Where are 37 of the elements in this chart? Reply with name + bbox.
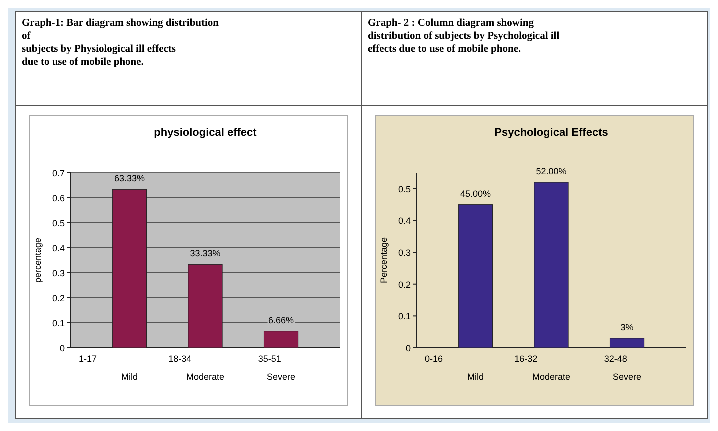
y-tick-label: 0.5 xyxy=(398,184,411,194)
y-axis-title: Percentage xyxy=(379,237,389,284)
y-tick-label: 0 xyxy=(60,344,65,354)
y-tick-label: 0.4 xyxy=(52,244,65,254)
data-label: 52.00% xyxy=(536,166,567,177)
chart-title: physiological effect xyxy=(154,127,258,139)
y-tick-label: 0.1 xyxy=(52,318,65,328)
text: 0-16 xyxy=(425,354,444,364)
y-tick-label: 0.2 xyxy=(52,294,65,304)
y-tick-label: 0.3 xyxy=(52,268,65,278)
y-tick-label: 0.7 xyxy=(52,168,65,178)
y-tick-label: 0.3 xyxy=(398,248,411,258)
y-axis-title: percentage xyxy=(33,238,43,284)
chart-title: Psychological Effects xyxy=(494,127,608,139)
text: Graph-1: Bar diagram showing distribution of subjects by Physiological ill effects due to use of mobile phone. xyxy=(22,18,220,68)
text: 1-17 xyxy=(79,354,98,364)
text: 16-32 xyxy=(514,354,538,364)
y-tick-label: 0.5 xyxy=(52,218,65,228)
text: Graph- 2 : Column diagram showing distribution of subjects by Psychological ill effects due to use of mobile phone. xyxy=(368,18,560,55)
y-tick-label: 0 xyxy=(406,344,411,354)
x-tick-label: Severe xyxy=(613,372,642,382)
y-tick-label: 0.2 xyxy=(398,280,411,290)
text: 18-34 xyxy=(168,354,192,364)
y-tick-label: 0.1 xyxy=(398,312,411,322)
data-label: 63.33% xyxy=(114,174,145,184)
x-tick-label: Moderate xyxy=(186,372,225,382)
text: 35-51 xyxy=(258,354,282,364)
x-tick-label: Severe xyxy=(267,372,296,382)
data-label: 3% xyxy=(620,322,634,332)
x-tick-label: Mild xyxy=(467,372,484,382)
x-tick-label: Mild xyxy=(121,372,138,382)
data-label: 45.00% xyxy=(460,188,491,199)
data-label: 33.33% xyxy=(190,248,221,259)
y-tick-label: 0.4 xyxy=(398,216,411,226)
x-tick-label: Moderate xyxy=(532,372,571,382)
text: 32-48 xyxy=(604,354,628,364)
y-tick-label: 0.6 xyxy=(52,194,65,204)
